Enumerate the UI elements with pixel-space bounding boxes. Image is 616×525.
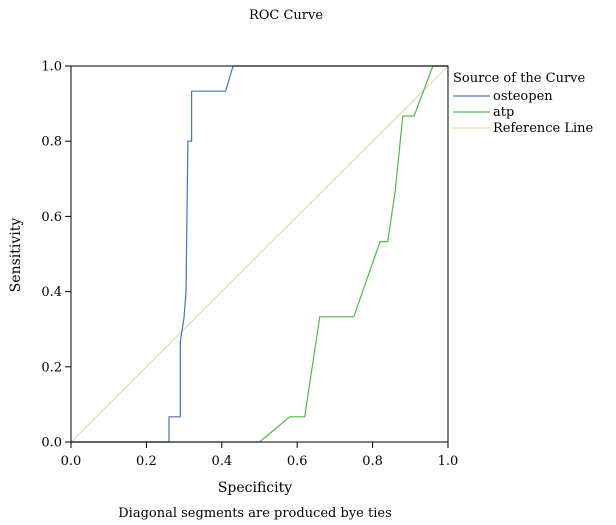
axes: 0.0 0.2 0.4 0.6 0.8 1.0 0.0 0.2 0.4 0.6 0.8 1.0 (41, 60, 458, 470)
x-tick-label: 0.0 (61, 454, 82, 469)
y-tick-label: 0.6 (41, 210, 62, 225)
y-axis-label: Sensitivity (8, 218, 24, 293)
y-tick-label: 1.0 (41, 60, 62, 75)
y-tick-label: 0.0 (41, 436, 62, 451)
chart-title: ROC Curve (249, 8, 323, 23)
legend-label: atp (493, 105, 514, 120)
legend-label: osteopen (493, 89, 553, 104)
series-line-atp (71, 65, 448, 443)
y-tick-label: 0.8 (41, 135, 62, 150)
series-line-osteopen (71, 65, 448, 443)
chart-footnote: Diagonal segments are produced bye ties (118, 506, 392, 521)
y-tick-label: 0.4 (41, 285, 62, 300)
legend: Source of the Curve osteopenatpReference… (453, 71, 594, 136)
x-tick-label: 1.0 (438, 454, 459, 469)
y-tick-label: 0.2 (41, 360, 62, 375)
x-axis-label: Specificity (218, 480, 292, 496)
x-tick-label: 0.4 (211, 454, 232, 469)
x-tick-label: 0.6 (287, 454, 308, 469)
plot-area (70, 65, 449, 443)
legend-title: Source of the Curve (453, 71, 585, 86)
legend-label: Reference Line (493, 121, 594, 136)
plot-frame (70, 65, 449, 443)
series-line-reference-line (70, 65, 449, 443)
x-tick-label: 0.8 (362, 454, 383, 469)
x-tick-label: 0.2 (136, 454, 157, 469)
